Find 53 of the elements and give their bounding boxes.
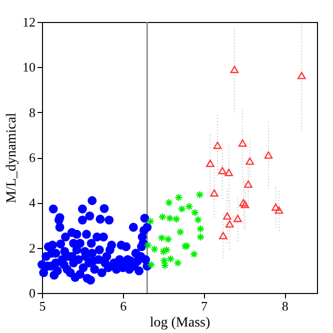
point	[244, 180, 252, 188]
point	[174, 258, 182, 268]
point	[210, 189, 218, 197]
y-tick-label: 4	[29, 195, 36, 210]
y-tick-label: 0	[29, 286, 36, 300]
point	[238, 139, 247, 147]
point	[240, 200, 250, 208]
x-axis-title: log (Mass)	[150, 316, 210, 330]
point	[176, 228, 184, 236]
point	[219, 232, 228, 240]
y-tick-label: 2	[29, 240, 36, 256]
point	[246, 157, 254, 165]
point	[196, 190, 204, 199]
point	[160, 261, 170, 270]
point	[147, 260, 156, 269]
point	[144, 240, 152, 250]
point	[166, 214, 174, 222]
point	[239, 199, 248, 206]
point	[218, 166, 227, 174]
y-tick-label: 8	[29, 104, 36, 120]
point	[196, 232, 205, 242]
x-tick-label: 8	[282, 298, 288, 314]
point	[264, 151, 273, 159]
point	[230, 66, 239, 74]
point	[172, 215, 180, 224]
point	[194, 216, 202, 224]
point	[164, 198, 174, 207]
point	[224, 168, 233, 176]
point	[159, 247, 168, 256]
point	[272, 204, 280, 211]
point	[174, 193, 183, 202]
point	[234, 214, 242, 222]
point	[190, 250, 198, 258]
x-tick-label: 5	[39, 298, 46, 314]
x-tick-label: 7	[201, 298, 208, 314]
y-tick-label: 6	[29, 150, 36, 165]
y-tick-label: 12	[22, 14, 36, 30]
point	[158, 212, 167, 222]
point	[150, 245, 159, 254]
point	[274, 206, 284, 214]
y-axis-title: M/L_dynamical	[4, 112, 20, 204]
point	[164, 235, 172, 244]
point	[223, 212, 232, 220]
point	[206, 160, 214, 168]
point	[190, 208, 200, 217]
point	[146, 217, 155, 226]
point	[196, 224, 205, 233]
point	[226, 220, 234, 228]
point	[158, 234, 166, 242]
y-tick-label: 10	[22, 60, 36, 75]
point	[297, 72, 306, 80]
x-tick-label: 6	[120, 298, 128, 314]
point	[213, 142, 222, 149]
